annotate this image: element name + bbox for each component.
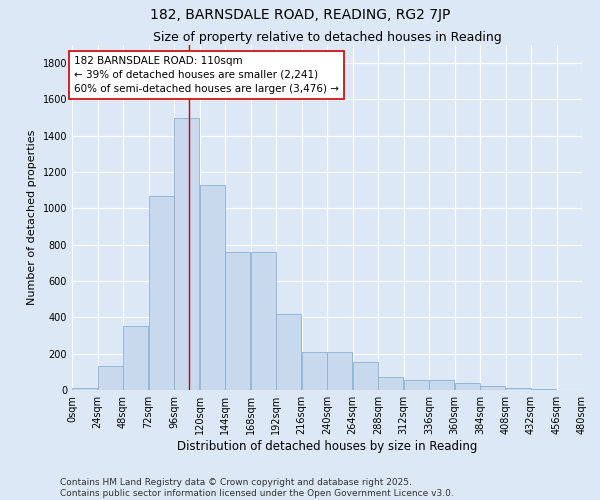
X-axis label: Distribution of detached houses by size in Reading: Distribution of detached houses by size … (177, 440, 477, 452)
Bar (175, 118, 199, 390)
Text: 182 BARNSDALE ROAD: 110sqm
← 39% of detached houses are smaller (2,241)
60% of s: 182 BARNSDALE ROAD: 110sqm ← 39% of deta… (74, 56, 339, 94)
Bar (328, 352, 352, 390)
Text: 182, BARNSDALE ROAD, READING, RG2 7JP: 182, BARNSDALE ROAD, READING, RG2 7JP (150, 8, 450, 22)
Bar (506, 388, 530, 390)
Bar (200, 185, 224, 390)
Text: Contains HM Land Registry data © Crown copyright and database right 2025.
Contai: Contains HM Land Registry data © Crown c… (60, 478, 454, 498)
Bar (251, 252, 275, 390)
Bar (404, 380, 428, 390)
Bar (277, 314, 301, 390)
Bar (379, 378, 403, 390)
Y-axis label: Number of detached properties: Number of detached properties (27, 130, 37, 305)
Bar (455, 382, 479, 390)
Bar (430, 380, 454, 390)
Bar (481, 386, 505, 390)
Bar (226, 252, 250, 390)
Bar (73, 388, 97, 390)
Bar (353, 362, 377, 390)
Bar (532, 389, 556, 390)
Bar (124, 326, 148, 390)
Bar (98, 366, 122, 390)
Bar (302, 352, 326, 390)
Title: Size of property relative to detached houses in Reading: Size of property relative to detached ho… (152, 31, 502, 44)
Bar (149, 196, 173, 390)
